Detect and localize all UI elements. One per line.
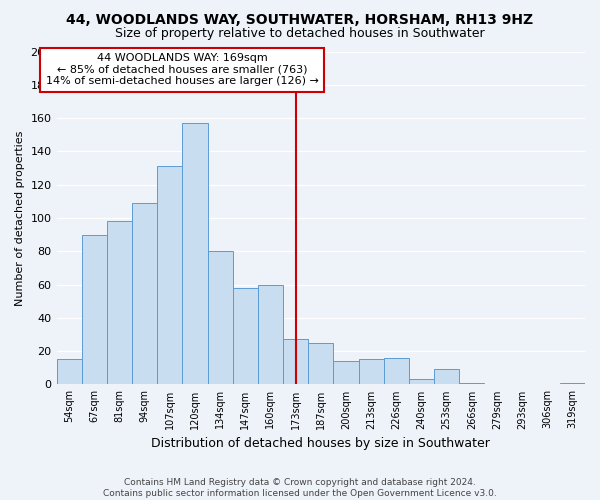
- Bar: [308, 343, 334, 384]
- Bar: [182, 123, 208, 384]
- Text: 44, WOODLANDS WAY, SOUTHWATER, HORSHAM, RH13 9HZ: 44, WOODLANDS WAY, SOUTHWATER, HORSHAM, …: [67, 12, 533, 26]
- Bar: [233, 288, 258, 384]
- X-axis label: Distribution of detached houses by size in Southwater: Distribution of detached houses by size …: [151, 437, 490, 450]
- Bar: [560, 383, 585, 384]
- Bar: [383, 358, 409, 384]
- Bar: [283, 340, 308, 384]
- Text: Contains HM Land Registry data © Crown copyright and database right 2024.
Contai: Contains HM Land Registry data © Crown c…: [103, 478, 497, 498]
- Bar: [459, 383, 484, 384]
- Y-axis label: Number of detached properties: Number of detached properties: [15, 130, 25, 306]
- Text: 44 WOODLANDS WAY: 169sqm
← 85% of detached houses are smaller (763)
14% of semi-: 44 WOODLANDS WAY: 169sqm ← 85% of detach…: [46, 53, 319, 86]
- Bar: [82, 234, 107, 384]
- Text: Size of property relative to detached houses in Southwater: Size of property relative to detached ho…: [115, 28, 485, 40]
- Bar: [409, 380, 434, 384]
- Bar: [56, 360, 82, 384]
- Bar: [334, 361, 359, 384]
- Bar: [107, 222, 132, 384]
- Bar: [258, 284, 283, 384]
- Bar: [132, 203, 157, 384]
- Bar: [434, 370, 459, 384]
- Bar: [208, 252, 233, 384]
- Bar: [157, 166, 182, 384]
- Bar: [359, 360, 383, 384]
